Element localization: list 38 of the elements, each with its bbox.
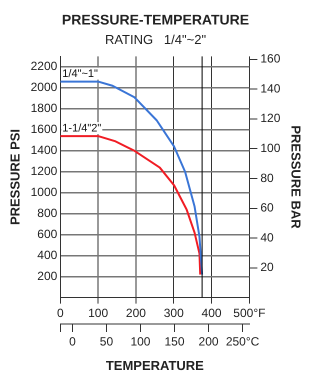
y2-tick-label: 60 <box>260 200 274 215</box>
series-label: 1-1/4"2" <box>62 122 102 135</box>
x-axis-title: TEMPERATURE <box>106 358 204 373</box>
y2-axis-title: PRESSURE BAR <box>288 125 304 230</box>
y2-tick-label: 120 <box>260 111 281 126</box>
series-label: 1/4"~1" <box>62 68 98 80</box>
chart-subtitle: RATING 1/4"~2" <box>104 32 206 48</box>
y-tick-label: 2000 <box>30 80 58 94</box>
y2-tick-label: 100 <box>260 141 281 156</box>
y2-tick-label: 80 <box>260 170 274 185</box>
y-tick-label: 2200 <box>30 59 58 74</box>
y2-tick-label: 140 <box>260 81 281 96</box>
y-tick-label: 1200 <box>30 164 58 178</box>
x-tick-label: 400 <box>202 306 222 320</box>
chart-title: PRESSURE-TEMPERATURE <box>62 11 250 28</box>
y-tick-label: 800 <box>37 206 58 220</box>
x2-tick-label: 0 <box>69 334 76 349</box>
y-tick-label: 400 <box>37 248 58 262</box>
y-tick-label: 1800 <box>30 101 58 116</box>
x2-tick-label: 100 <box>130 334 151 349</box>
y-tick-label: 200 <box>37 268 58 283</box>
y-axis-title: PRESSURE PSI <box>7 128 22 226</box>
y-tick-label: 1600 <box>30 122 58 136</box>
x2-tick-label: 50 <box>100 334 114 349</box>
x-tick-label: 500°F <box>233 306 266 320</box>
x-tick-label: 300 <box>164 306 184 320</box>
y2-tick-label: 160 <box>260 52 281 66</box>
y-tick-label: 600 <box>37 226 58 241</box>
y-tick-label: 1000 <box>30 185 58 200</box>
x2-tick-label: 200 <box>198 334 219 349</box>
x2-tick-label: 250°C <box>226 334 260 349</box>
y2-tick-label: 40 <box>260 230 274 244</box>
y-tick-label: 1400 <box>30 143 58 158</box>
x-tick-label: 200 <box>126 306 146 320</box>
y2-tick-label: 20 <box>260 260 274 274</box>
x-tick-label: 0 <box>56 306 64 320</box>
x-tick-label: 100 <box>88 306 108 320</box>
x2-tick-label: 150 <box>164 334 185 349</box>
